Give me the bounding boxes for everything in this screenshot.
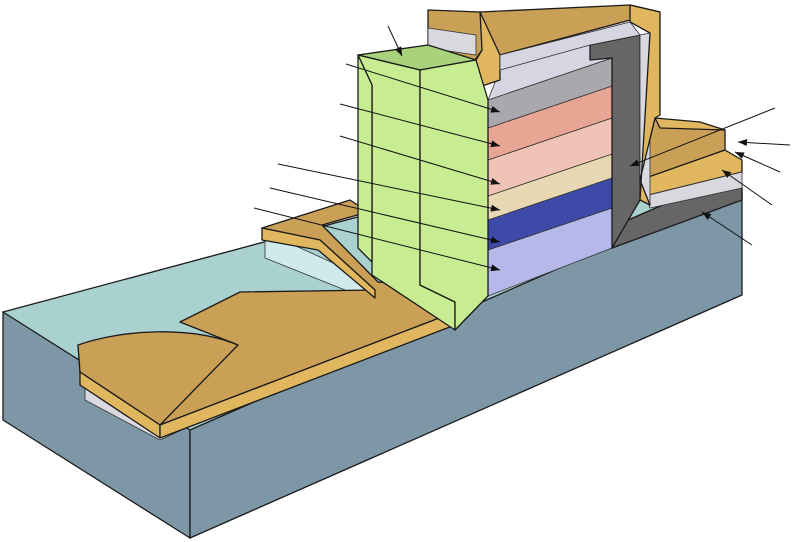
leader-arrowhead-6: [490, 236, 500, 244]
leader-arrowhead-10: [735, 152, 745, 159]
leader-arrowhead-8: [630, 159, 640, 166]
leader-lines: [253, 25, 791, 271]
leader-arrowhead-7: [490, 264, 500, 272]
electrode-inner-light: [499, 21, 641, 71]
leader-line-7: [253, 207, 501, 271]
green-pillar-side: [419, 59, 489, 331]
gold-pad-round-end: [77, 331, 239, 426]
leader-arrowhead-5: [490, 204, 500, 212]
leader-arrowhead-2: [490, 105, 500, 113]
leader-line-12: [701, 211, 753, 246]
leader-arrowhead-11: [722, 170, 732, 179]
leader-arrowhead-12: [702, 212, 712, 220]
leader-line-11: [721, 169, 773, 206]
leader-line-3: [339, 103, 501, 147]
leader-line-4: [339, 135, 501, 185]
leader-arrowhead-4: [490, 178, 500, 185]
gold-right-step: [654, 117, 726, 131]
leader-line-6: [269, 187, 501, 243]
gold-contact-pad: [77, 199, 456, 439]
gold-top-electrode: [427, 4, 661, 206]
leader-line-8: [629, 107, 776, 167]
leader-arrowhead-1: [395, 46, 402, 56]
leader-arrowhead-3: [490, 140, 500, 148]
leader-arrowhead-9: [738, 139, 748, 147]
leader-arrowheads: [395, 46, 748, 272]
gold-top-electrode-right: [629, 4, 661, 206]
leader-line-2: [345, 63, 501, 113]
green-pillar-left: [357, 54, 373, 263]
leader-line-5: [277, 163, 501, 211]
right-contact-stack: [604, 117, 743, 249]
gold-pad-inner-edge: [261, 227, 376, 299]
